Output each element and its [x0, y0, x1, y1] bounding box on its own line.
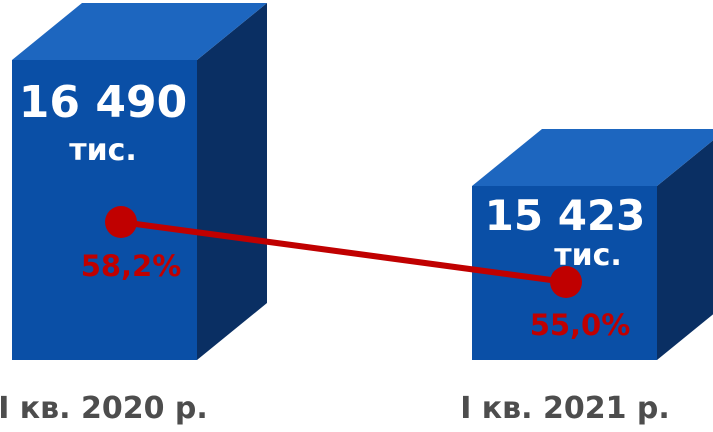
percentage-marker	[550, 266, 582, 298]
percentage-marker	[105, 206, 137, 238]
bar-front-face	[12, 60, 197, 360]
bar-value-label: 15 423	[485, 191, 646, 240]
bar-side-face	[197, 3, 267, 360]
percentage-label: 58,2%	[81, 249, 182, 283]
bar-value-label: 16 490	[19, 77, 187, 128]
percentage-line	[120, 219, 567, 285]
bar-top-face	[472, 129, 713, 186]
category-label: I кв. 2021 р.	[460, 391, 670, 426]
bar-top-face	[12, 3, 267, 60]
category-label: I кв. 2020 р.	[0, 391, 208, 426]
percentage-label: 55,0%	[530, 308, 631, 342]
bar	[12, 3, 267, 360]
bar-unit-label: тис.	[69, 133, 137, 168]
bar-side-face	[657, 140, 713, 360]
bars-layer	[12, 3, 713, 360]
